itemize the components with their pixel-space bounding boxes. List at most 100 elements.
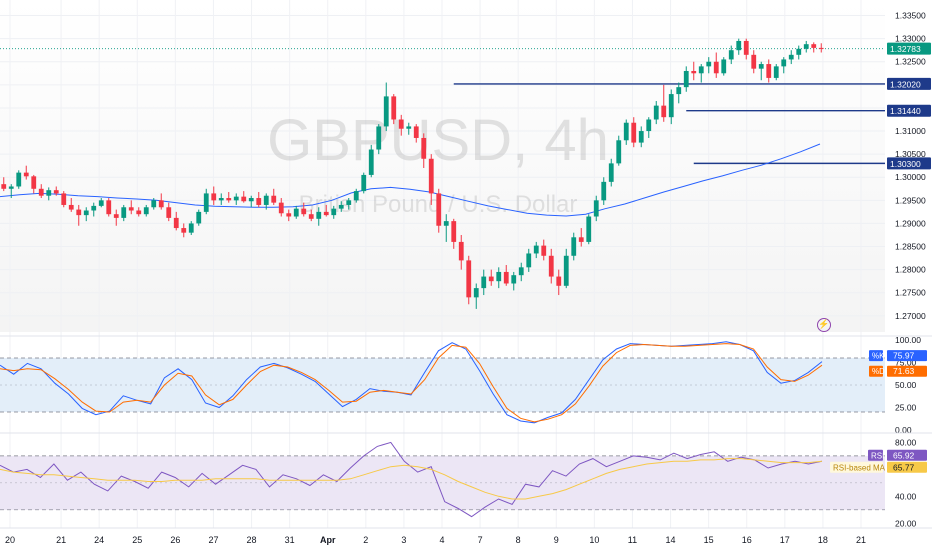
- candle-body[interactable]: [368, 149, 374, 175]
- candle-body[interactable]: [811, 44, 817, 48]
- candle-body[interactable]: [271, 195, 277, 203]
- candle-body[interactable]: [38, 188, 44, 196]
- candle-body[interactable]: [563, 255, 569, 286]
- level-price-tag[interactable]: [887, 104, 931, 117]
- candle-body[interactable]: [83, 210, 89, 216]
- candle-body[interactable]: [263, 195, 269, 205]
- series-name-tag[interactable]: [869, 365, 883, 377]
- candle-body[interactable]: [713, 61, 719, 74]
- candle-body[interactable]: [743, 40, 749, 55]
- level-price-tag[interactable]: [887, 157, 931, 170]
- candle-body[interactable]: [286, 213, 292, 217]
- candle-body[interactable]: [353, 191, 359, 201]
- candle-body[interactable]: [61, 193, 67, 205]
- candle-body[interactable]: [571, 237, 577, 256]
- candle-body[interactable]: [158, 200, 164, 208]
- candle-body[interactable]: [136, 210, 142, 215]
- candle-body[interactable]: [23, 172, 29, 177]
- candle-body[interactable]: [413, 126, 419, 138]
- series-name-tag[interactable]: [830, 461, 883, 473]
- candle-body[interactable]: [458, 241, 464, 261]
- candle-body[interactable]: [803, 44, 809, 49]
- candle-body[interactable]: [113, 214, 119, 218]
- candle-body[interactable]: [511, 275, 517, 284]
- horizontal-levels[interactable]: [0, 48, 885, 165]
- candle-body[interactable]: [818, 47, 824, 49]
- series-name-tag[interactable]: [868, 449, 883, 461]
- series-value-tag[interactable]: [887, 461, 927, 473]
- candle-body[interactable]: [151, 200, 157, 208]
- time-axis[interactable]: 20 21 24 25 26 27 28 31 Apr 2 3 4 7 8 9 10 11 14 15 16 17 18 2…: [5, 535, 866, 545]
- candle-body[interactable]: [646, 119, 652, 132]
- candle-body[interactable]: [481, 276, 487, 289]
- candle-body[interactable]: [683, 70, 689, 88]
- series-value-tag[interactable]: [887, 350, 927, 362]
- candle-body[interactable]: [676, 87, 682, 95]
- lightning-icon[interactable]: ⚡: [817, 318, 831, 332]
- price-axis[interactable]: 1.335001.330001.325001.320001.315001.310…: [885, 0, 932, 528]
- series-name-tag[interactable]: [869, 350, 883, 362]
- candle-body[interactable]: [218, 198, 224, 201]
- candle-body[interactable]: [593, 200, 599, 217]
- candle-body[interactable]: [166, 207, 172, 218]
- candle-body[interactable]: [16, 172, 22, 187]
- candle-body[interactable]: [121, 207, 127, 218]
- candle-body[interactable]: [451, 221, 457, 242]
- candle-body[interactable]: [1, 184, 7, 189]
- candle-body[interactable]: [338, 204, 344, 209]
- candle-body[interactable]: [443, 221, 449, 226]
- candle-body[interactable]: [541, 245, 547, 256]
- candle-body[interactable]: [31, 176, 37, 189]
- candle-body[interactable]: [473, 288, 479, 298]
- candle-body[interactable]: [53, 190, 59, 194]
- candle-body[interactable]: [316, 211, 322, 219]
- candle-body[interactable]: [173, 217, 179, 229]
- candle-body[interactable]: [256, 198, 262, 205]
- candle-body[interactable]: [68, 204, 74, 210]
- candle-body[interactable]: [728, 50, 734, 60]
- candle-body[interactable]: [661, 105, 667, 118]
- candle-body[interactable]: [488, 276, 494, 282]
- candle-body[interactable]: [556, 276, 562, 286]
- candle-body[interactable]: [301, 208, 307, 215]
- candle-body[interactable]: [578, 237, 584, 242]
- candle-body[interactable]: [796, 48, 802, 55]
- candle-body[interactable]: [46, 190, 52, 196]
- candle-body[interactable]: [691, 70, 697, 74]
- candle-body[interactable]: [181, 228, 187, 233]
- candle-body[interactable]: [736, 40, 742, 51]
- candle-body[interactable]: [308, 214, 314, 219]
- candle-body[interactable]: [421, 137, 427, 159]
- candle-body[interactable]: [91, 205, 97, 211]
- candle-body[interactable]: [608, 163, 614, 182]
- candle-body[interactable]: [548, 255, 554, 277]
- candle-body[interactable]: [278, 202, 284, 214]
- candle-body[interactable]: [241, 196, 247, 202]
- candle-body[interactable]: [781, 59, 787, 67]
- candle-body[interactable]: [233, 196, 239, 201]
- candle-body[interactable]: [758, 64, 764, 69]
- candle-body[interactable]: [653, 105, 659, 120]
- candle-body[interactable]: [533, 245, 539, 254]
- candle-body[interactable]: [76, 209, 82, 216]
- series-value-tag[interactable]: [887, 449, 927, 461]
- series-value-tag[interactable]: [887, 365, 927, 377]
- candle-body[interactable]: [406, 126, 412, 129]
- candle-body[interactable]: [623, 122, 629, 141]
- candle-body[interactable]: [616, 140, 622, 164]
- candle-body[interactable]: [211, 193, 217, 201]
- candle-body[interactable]: [98, 200, 104, 206]
- candle-body[interactable]: [428, 158, 434, 194]
- candle-body[interactable]: [323, 211, 329, 216]
- candle-body[interactable]: [496, 271, 502, 282]
- candle-body[interactable]: [751, 54, 757, 69]
- candle-body[interactable]: [293, 208, 299, 217]
- candle-body[interactable]: [188, 223, 194, 233]
- candle-body[interactable]: [631, 122, 637, 143]
- candle-body[interactable]: [391, 96, 397, 120]
- candle-body[interactable]: [773, 66, 779, 78]
- candle-body[interactable]: [586, 216, 592, 242]
